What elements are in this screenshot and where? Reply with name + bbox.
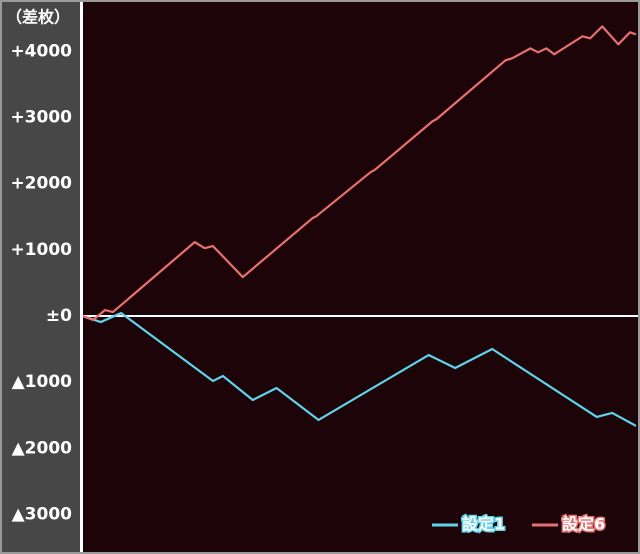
- axis-line: [80, 2, 83, 552]
- y-tick-label: ±0: [46, 306, 72, 326]
- plot-area: [83, 2, 638, 552]
- legend-label: 設定1: [462, 515, 505, 534]
- y-axis-title: （差枚）: [6, 8, 70, 27]
- series-line: [82, 25, 637, 322]
- y-tick-label: +4000: [10, 41, 72, 61]
- y-tick-label: ▲1000: [12, 372, 73, 392]
- y-tick-label: +3000: [10, 108, 72, 128]
- y-tick-label: +2000: [10, 174, 72, 194]
- y-tick-label: ▲3000: [12, 505, 73, 525]
- legend-label: 設定6: [562, 515, 605, 534]
- series-line: [82, 311, 637, 427]
- y-tick-label: +1000: [10, 240, 72, 260]
- y-tick-label: ▲2000: [12, 438, 73, 458]
- axis-panel: [2, 2, 80, 552]
